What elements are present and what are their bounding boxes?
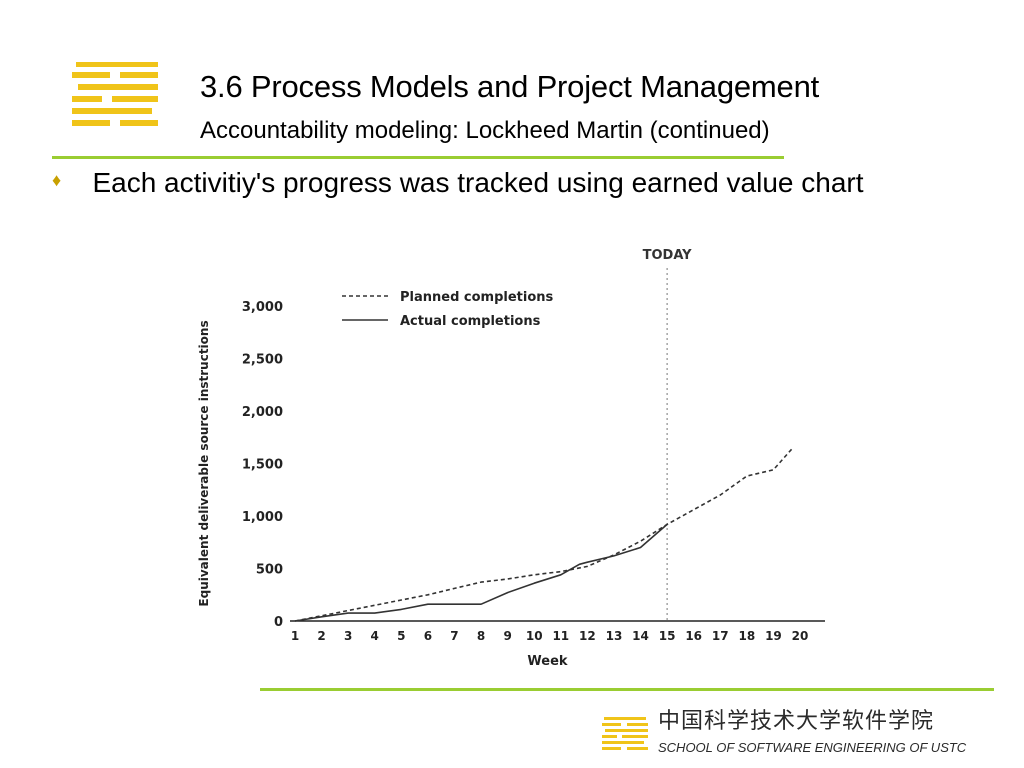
x-tick-label: 5 bbox=[397, 629, 405, 643]
x-tick-label: 16 bbox=[685, 629, 702, 643]
x-tick-label: 8 bbox=[477, 629, 485, 643]
x-tick-label: 6 bbox=[424, 629, 432, 643]
title-divider bbox=[52, 156, 784, 159]
y-tick-label: 1,500 bbox=[242, 458, 283, 473]
today-marker-label: TODAY bbox=[643, 248, 693, 263]
y-tick-label: 2,500 bbox=[242, 353, 283, 368]
x-tick-label: 12 bbox=[579, 629, 596, 643]
x-tick-label: 1 bbox=[291, 629, 299, 643]
x-tick-label: 2 bbox=[317, 629, 325, 643]
x-tick-label: 19 bbox=[765, 629, 782, 643]
x-tick-label: 18 bbox=[738, 629, 755, 643]
x-tick-label: 9 bbox=[503, 629, 511, 643]
bullet-text: Each activitiy's progress was tracked us… bbox=[92, 167, 864, 198]
y-tick-label: 3,000 bbox=[242, 300, 283, 315]
x-tick-label: 13 bbox=[606, 629, 623, 643]
school-name-english: SCHOOL OF SOFTWARE ENGINEERING OF USTC bbox=[658, 740, 967, 755]
diamond-bullet-icon: ♦ bbox=[52, 169, 62, 190]
x-tick-label: 3 bbox=[344, 629, 352, 643]
actual-completions-line bbox=[294, 523, 668, 622]
y-tick-label: 1,000 bbox=[242, 510, 283, 525]
x-tick-label: 7 bbox=[450, 629, 458, 643]
bullet-item: ♦ Each activitiy's progress was tracked … bbox=[52, 165, 864, 201]
school-name-chinese: 中国科学技术大学软件学院 bbox=[658, 709, 935, 734]
x-tick-label: 20 bbox=[792, 629, 809, 643]
school-logo-icon bbox=[72, 62, 158, 126]
x-tick-label: 15 bbox=[659, 629, 676, 643]
y-tick-label: 2,000 bbox=[242, 405, 283, 420]
y-axis-label: Equivalent deliverable source instructio… bbox=[197, 320, 211, 606]
footer-logo-icon bbox=[602, 717, 648, 750]
y-tick-label: 500 bbox=[256, 563, 283, 578]
slide-subtitle: Accountability modeling: Lockheed Martin… bbox=[200, 117, 770, 144]
footer-divider bbox=[260, 688, 994, 691]
y-tick-label: 0 bbox=[274, 615, 283, 630]
x-tick-label: 17 bbox=[712, 629, 729, 643]
legend-label: Actual completions bbox=[400, 314, 541, 329]
planned-completions-line bbox=[294, 448, 793, 622]
logo-stripes bbox=[72, 62, 158, 126]
slide-title: 3.6 Process Models and Project Managemen… bbox=[200, 69, 820, 104]
x-tick-label: 14 bbox=[632, 629, 649, 643]
x-tick-label: 11 bbox=[552, 629, 569, 643]
x-tick-label: 4 bbox=[371, 629, 379, 643]
x-axis-label: Week bbox=[527, 654, 568, 669]
x-tick-label: 10 bbox=[526, 629, 543, 643]
legend-label: Planned completions bbox=[400, 290, 554, 305]
